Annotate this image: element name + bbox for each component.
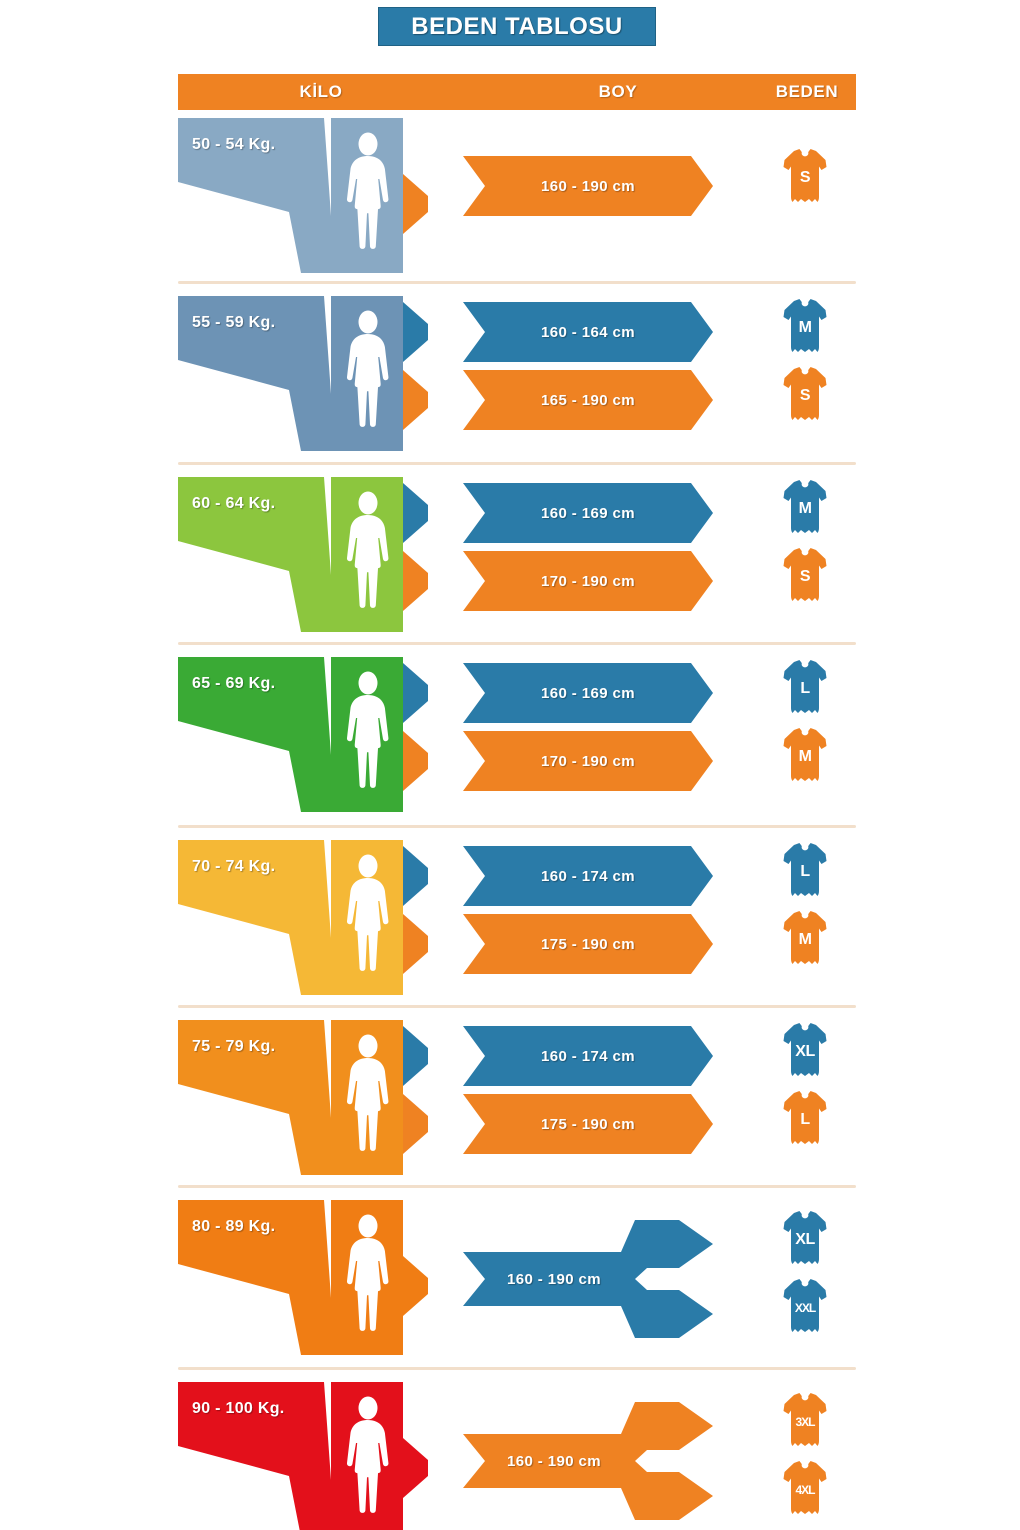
size-shirt-icon: XL [783,1210,827,1266]
weight-group: 65 - 69 Kg. [178,657,428,812]
size-shirt-icon: M [783,298,827,354]
size-row: 70 - 74 Kg. 160 - 174 cm L 175 - 190 cm M [178,840,856,1000]
weight-range-label: 70 - 74 Kg. [192,858,276,875]
size-shirt-icon: L [783,659,827,715]
height-banner: 175 - 190 cm [463,914,713,974]
weight-range-label: 80 - 89 Kg. [192,1218,276,1235]
column-header-bar: KİLO BOY BEDEN [178,74,856,110]
height-banner: 160 - 190 cm [463,156,713,216]
row-separator [178,825,856,828]
height-banner: 170 - 190 cm [463,731,713,791]
weight-group: 80 - 89 Kg. [178,1200,428,1355]
weight-range-label: 75 - 79 Kg. [192,1038,276,1055]
page-title: BEDEN TABLOSU [378,7,656,46]
weight-group: 60 - 64 Kg. [178,477,428,632]
row-separator [178,1185,856,1188]
size-shirt-icon: L [783,1090,827,1146]
size-shirt-icon: XL [783,1022,827,1078]
size-row: 55 - 59 Kg. 160 - 164 cm M 165 - 190 cm S [178,296,856,456]
row-separator [178,642,856,645]
size-shirt-icon: M [783,910,827,966]
weight-range-label: 50 - 54 Kg. [192,136,276,153]
weight-group: 50 - 54 Kg. [178,118,428,273]
size-shirt-icon: 3XL [783,1392,827,1448]
size-shirt-icon: S [783,366,827,422]
size-row: 60 - 64 Kg. 160 - 169 cm M 170 - 190 cm S [178,477,856,637]
height-fork-banner: 160 - 190 cm [463,1220,713,1338]
size-shirt-icon: 4XL [783,1460,827,1516]
size-shirt-icon: M [783,479,827,535]
weight-group: 90 - 100 Kg. [178,1382,428,1530]
size-shirt-icon: S [783,148,827,204]
height-banner: 160 - 169 cm [463,483,713,543]
weight-range-label: 65 - 69 Kg. [192,675,276,692]
size-shirt-icon: M [783,727,827,783]
row-separator [178,1367,856,1370]
height-banner: 160 - 174 cm [463,846,713,906]
weight-range-label: 90 - 100 Kg. [192,1400,285,1417]
weight-group: 75 - 79 Kg. [178,1020,428,1175]
weight-range-label: 55 - 59 Kg. [192,314,276,331]
column-header-size: BEDEN [775,82,839,101]
size-row: 80 - 89 Kg. 160 - 190 cm XL XXL [178,1200,856,1360]
height-banner: 160 - 169 cm [463,663,713,723]
size-shirt-icon: L [783,842,827,898]
size-shirt-icon: XXL [783,1278,827,1334]
height-fork-banner: 160 - 190 cm [463,1402,713,1520]
row-separator [178,1005,856,1008]
page-title-text: BEDEN TABLOSU [411,12,623,40]
size-row: 90 - 100 Kg. 160 - 190 cm 3XL 4XL [178,1382,856,1530]
size-row: 50 - 54 Kg. 160 - 190 cm S [178,118,856,278]
height-banner: 160 - 164 cm [463,302,713,362]
size-row: 65 - 69 Kg. 160 - 169 cm L 170 - 190 cm M [178,657,856,817]
row-separator [178,281,856,284]
height-banner: 160 - 174 cm [463,1026,713,1086]
size-shirt-icon: S [783,547,827,603]
weight-group: 70 - 74 Kg. [178,840,428,995]
weight-range-label: 60 - 64 Kg. [192,495,276,512]
height-banner: 170 - 190 cm [463,551,713,611]
row-separator [178,462,856,465]
weight-group: 55 - 59 Kg. [178,296,428,451]
column-header-weight: KİLO [299,82,343,101]
height-banner: 165 - 190 cm [463,370,713,430]
size-row: 75 - 79 Kg. 160 - 174 cm XL 175 - 190 cm L [178,1020,856,1180]
height-banner: 175 - 190 cm [463,1094,713,1154]
column-header-height: BOY [598,82,638,101]
